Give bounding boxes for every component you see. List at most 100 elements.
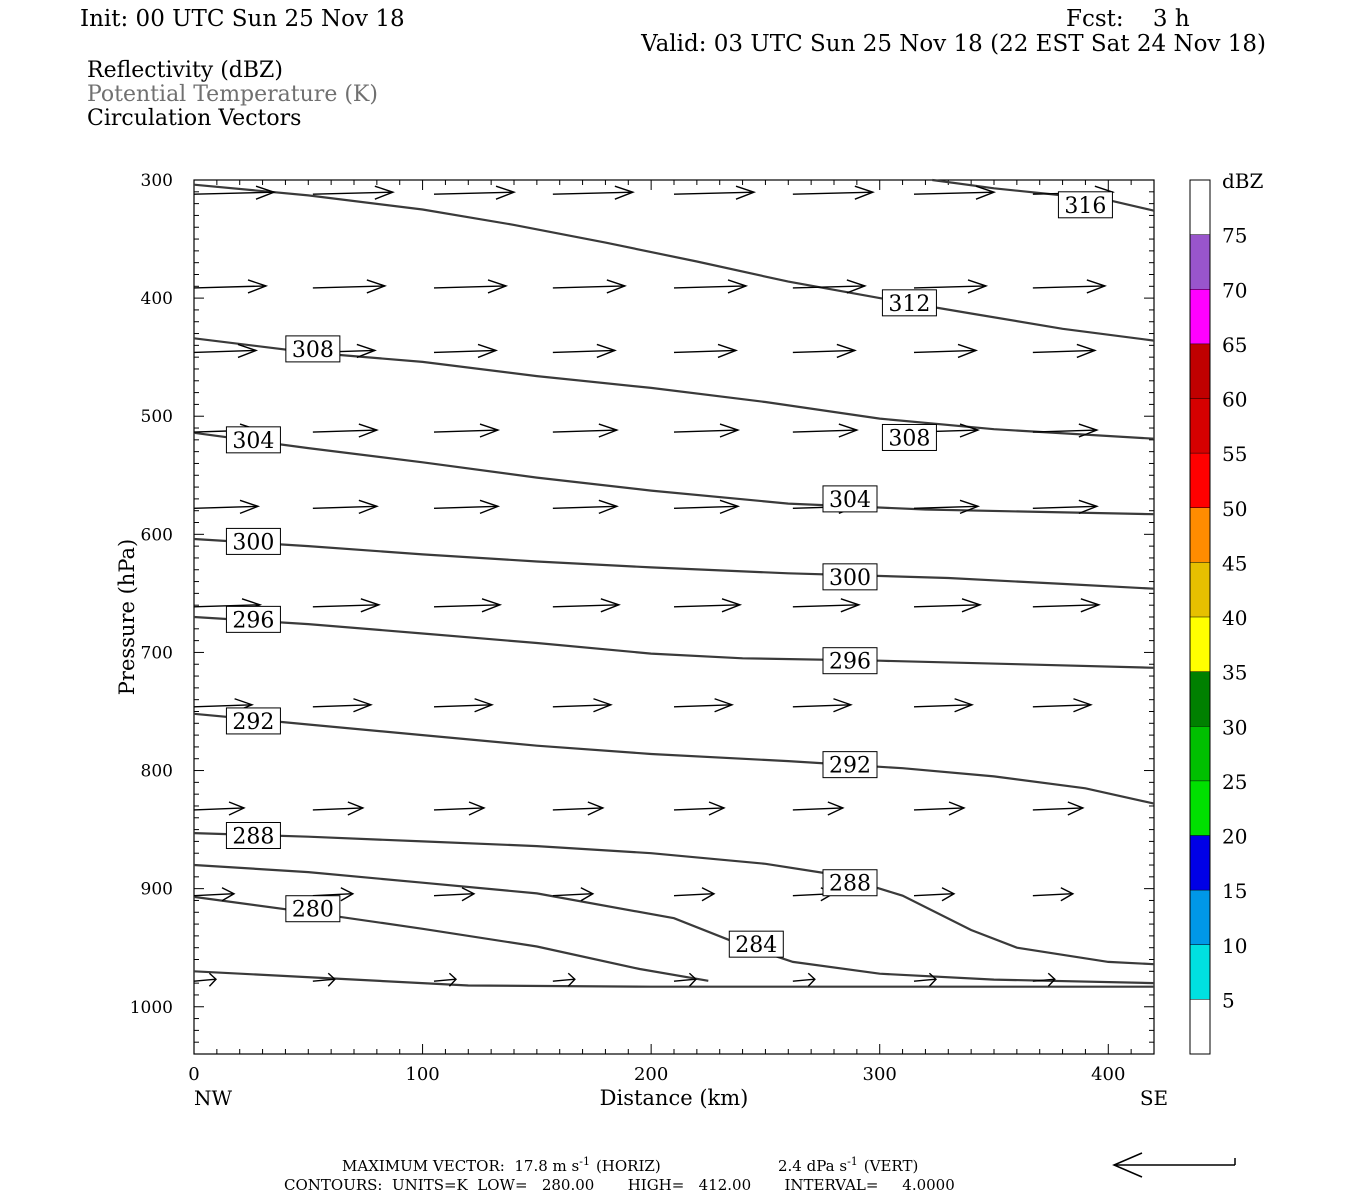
circulation-vector	[193, 343, 259, 359]
circulation-vector	[792, 698, 853, 713]
theta-contour-296	[193, 615, 1155, 669]
y-tick-labels: 300 400 500 600 700 800 900 1000	[130, 171, 173, 1018]
contour-label-box	[822, 751, 878, 779]
circulation-vector	[193, 972, 217, 987]
colorbar-band-50	[1190, 453, 1210, 508]
vector-shaft	[673, 429, 739, 433]
circulation-vector	[312, 972, 336, 987]
vector-head	[735, 185, 757, 200]
circulation-vector	[673, 343, 739, 359]
vector-head	[688, 972, 697, 987]
vector-shaft	[433, 604, 501, 608]
x-tick-label: 300	[863, 1064, 897, 1085]
colorbar-tick-label: 55	[1222, 442, 1247, 466]
circulation-vector	[913, 185, 997, 200]
init-time: Init: 00 UTC Sun 25 Nov 18	[80, 6, 405, 32]
vector-head	[228, 801, 246, 816]
circulation-vector	[1032, 279, 1107, 294]
field-theta: Potential Temperature (K)	[87, 82, 378, 107]
vector-shaft	[312, 191, 393, 195]
y-tick-label: 300	[141, 171, 173, 191]
vector-head	[954, 698, 975, 713]
vector-shaft	[1032, 285, 1105, 289]
contour-label-288: 288	[822, 869, 878, 897]
theta-contour-292	[193, 712, 1155, 805]
vector-head	[580, 887, 595, 902]
circulation-vector	[433, 801, 486, 816]
contour-labels: 316 312 308 308 304 304 300 300 296 296 292 292 288 2…	[225, 191, 1113, 958]
colorbar-band-20	[1190, 780, 1210, 836]
vector-head	[347, 801, 365, 816]
contour-label-304: 304	[225, 426, 281, 454]
vector-shaft	[312, 807, 363, 811]
contour-label-text: 312	[888, 292, 930, 317]
colorbar-tick-label: 40	[1222, 606, 1247, 630]
vector-shaft	[433, 505, 499, 510]
vector-head	[961, 598, 983, 613]
vector-head	[957, 343, 979, 359]
vector-head	[237, 343, 259, 359]
vector-shaft	[1032, 505, 1097, 510]
circulation-vector	[1032, 423, 1099, 438]
contour-label-box	[225, 822, 281, 849]
circulation-vector	[673, 698, 735, 713]
contour-label-316: 316	[1057, 191, 1113, 219]
vector-shaft	[913, 285, 987, 289]
vector-shaft	[552, 285, 625, 289]
contour-label-text: 304	[232, 429, 274, 454]
colorbar-band-40	[1190, 562, 1210, 617]
circulation-vectors	[193, 185, 1115, 987]
contour-label-text: 316	[1064, 194, 1106, 219]
circulation-vector	[552, 343, 617, 359]
vector-shaft	[792, 429, 857, 433]
vector-head	[360, 598, 381, 613]
circulation-vector	[913, 598, 983, 613]
vector-head	[717, 343, 739, 359]
contour-label-292: 292	[225, 707, 281, 735]
vector-head	[477, 343, 499, 359]
vector-shaft	[552, 604, 619, 608]
vector-head	[1060, 887, 1075, 902]
contour-label-box	[285, 335, 341, 363]
vector-shaft	[913, 704, 973, 708]
vector-head	[846, 279, 867, 294]
vector-shaft	[913, 349, 977, 354]
vector-head	[479, 423, 501, 438]
vector-shaft	[552, 429, 617, 433]
vector-shaft	[312, 604, 379, 608]
contour-label-296: 296	[822, 647, 878, 675]
vector-shaft	[433, 285, 507, 289]
x-tick-labels: 0 100 200 300 400	[188, 1064, 1125, 1085]
y-tick-label: 700	[141, 643, 173, 663]
contour-label-284: 284	[728, 930, 784, 958]
y-tick-label: 400	[141, 289, 173, 309]
contour-label-text: 296	[232, 608, 274, 633]
vector-shaft	[193, 978, 217, 982]
vector-head	[596, 343, 617, 359]
vector-head	[340, 887, 355, 902]
colorbar-tick-label: 30	[1222, 715, 1247, 739]
vector-shaft	[552, 978, 575, 982]
vector-head	[487, 279, 509, 294]
vector-shaft	[552, 807, 603, 811]
vector-shaft	[1032, 349, 1095, 354]
contour-label-box	[822, 647, 878, 675]
vector-shaft	[433, 807, 485, 811]
x-tick-label: 100	[405, 1064, 439, 1085]
circulation-vector	[792, 801, 845, 816]
y-axis-label: Pressure (hPa)	[115, 539, 139, 695]
circulation-vector	[1032, 887, 1075, 902]
vector-shaft	[433, 978, 457, 982]
circulation-vector	[193, 185, 277, 200]
contour-label-304: 304	[822, 485, 878, 513]
vector-shaft	[433, 349, 497, 354]
vector-shaft	[913, 505, 979, 510]
vector-shaft	[193, 893, 235, 897]
vector-head	[948, 801, 966, 816]
circulation-vector	[312, 279, 387, 294]
vector-head	[461, 887, 476, 902]
x-tick-label: 0	[188, 1064, 199, 1085]
max-vector-vert-text: 2.4 dPa s-1 (VERT)	[778, 1155, 918, 1175]
vector-head	[854, 185, 875, 200]
